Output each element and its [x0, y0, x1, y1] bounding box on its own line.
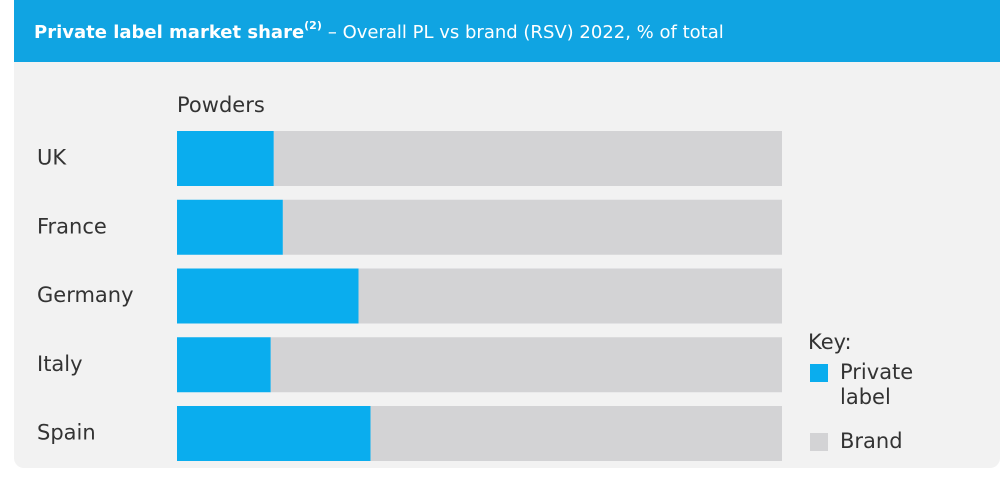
y-tick-label: France	[37, 214, 107, 238]
bar-segment	[177, 337, 271, 393]
y-tick-label: Germany	[37, 283, 134, 307]
bar-segment	[273, 131, 782, 186]
subtitle: Powders	[177, 93, 265, 117]
bar-segment	[270, 337, 782, 393]
legend-label: Private label	[840, 360, 914, 409]
title-bold: Private label market share	[34, 22, 304, 43]
bar-segment	[177, 268, 359, 324]
legend-swatch	[810, 364, 828, 382]
legend-title: Key:	[808, 330, 852, 354]
chart-title: Private label market share(2) – Overall P…	[34, 19, 724, 43]
title-sup: (2)	[304, 19, 322, 32]
bar-segment	[177, 406, 371, 461]
legend-label: Brand	[840, 429, 903, 453]
bar-segment	[177, 199, 283, 255]
bar-segment	[177, 131, 274, 186]
y-tick-label: Italy	[37, 352, 83, 376]
y-tick-label: Spain	[37, 421, 96, 445]
bar-segment	[370, 406, 782, 461]
header-bar	[14, 0, 1000, 62]
y-tick-label: UK	[37, 146, 67, 170]
bar-segment	[358, 268, 782, 324]
title-rest: – Overall PL vs brand (RSV) 2022, % of t…	[328, 22, 724, 43]
bar-segment	[282, 199, 782, 255]
legend-swatch	[810, 433, 828, 451]
